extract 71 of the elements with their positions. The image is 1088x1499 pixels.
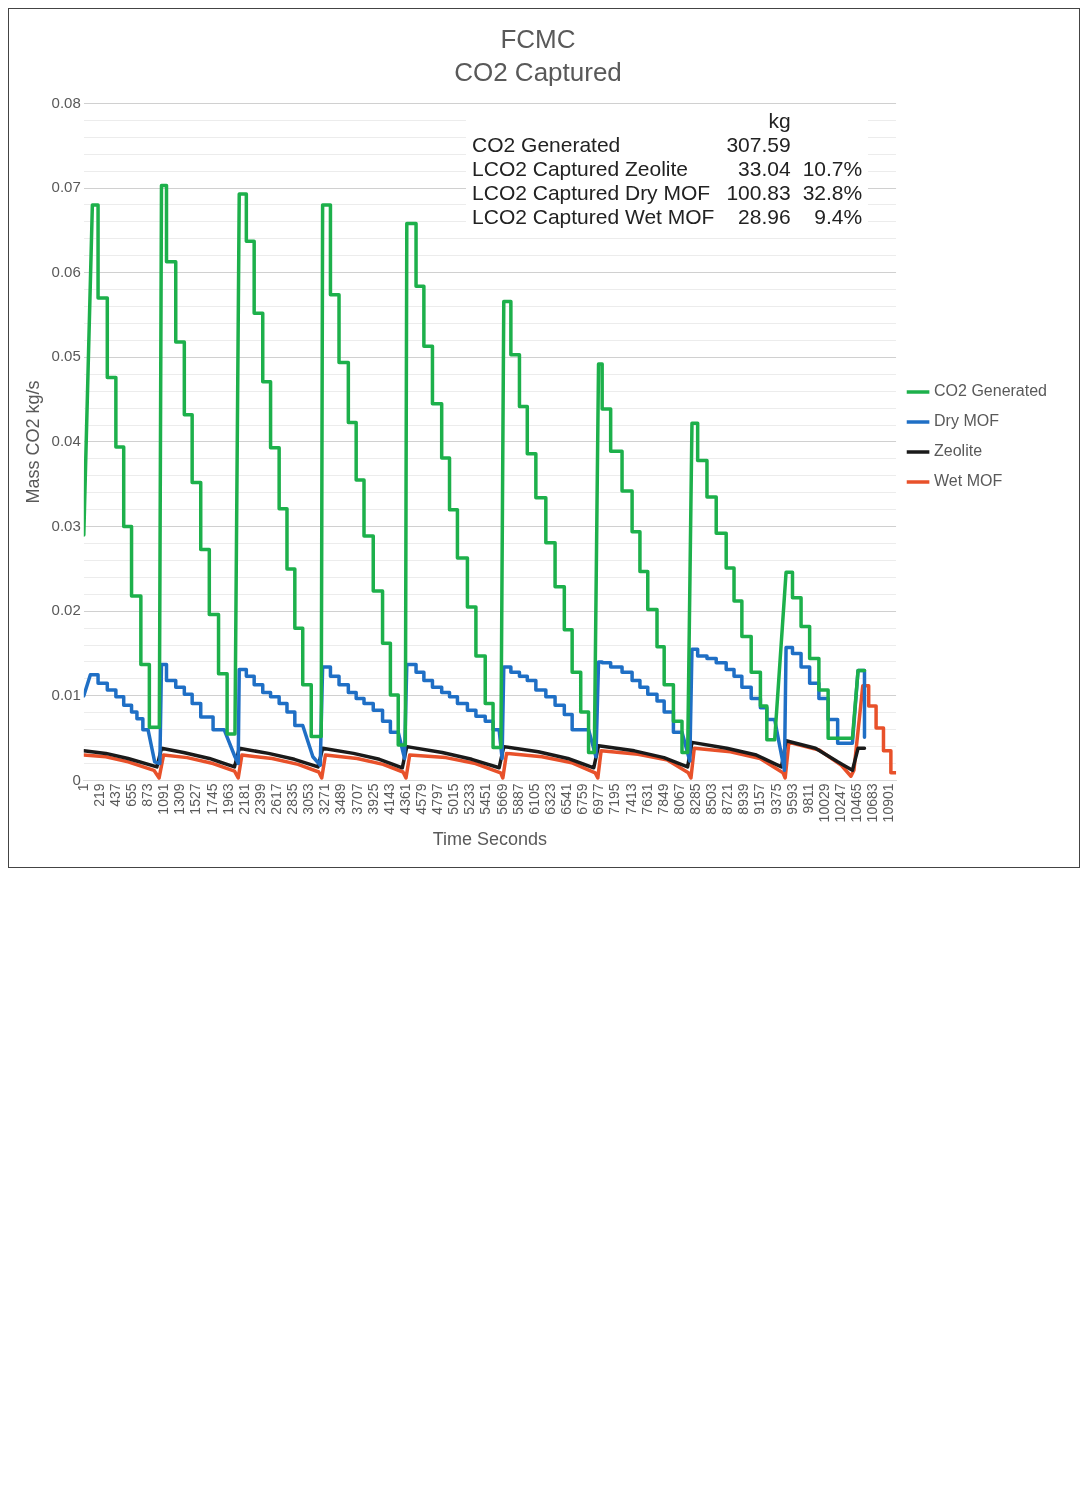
annotation: LCO2 Captured Wet MOF 28.96 9.4% xyxy=(471,205,864,230)
x-tick-label: 437 xyxy=(106,783,123,807)
x-tick-label: 1527 xyxy=(187,783,204,815)
chart-title: FCMC xyxy=(500,23,576,54)
x-tick-label: 6323 xyxy=(541,783,558,815)
x-tick-label: 2835 xyxy=(284,783,301,815)
annotation: kg xyxy=(767,109,792,134)
x-tick-label: 5233 xyxy=(461,783,478,815)
x-tick-label: 6759 xyxy=(574,783,591,815)
chart-subtitle: CO2 Captured xyxy=(454,56,622,87)
legend-label: Zeolite xyxy=(934,442,983,460)
x-tick-label: 1309 xyxy=(171,783,188,815)
legend-label: Wet MOF xyxy=(934,472,1003,490)
x-tick-label: 4361 xyxy=(396,783,413,815)
x-tick-label: 6105 xyxy=(525,783,542,815)
legend-label: CO2 Generated xyxy=(934,382,1047,400)
x-tick-label: 6977 xyxy=(590,783,607,815)
x-tick-label: 7631 xyxy=(638,783,655,815)
x-tick-label: 8721 xyxy=(719,783,736,815)
y-axis-title: Mass CO2 kg/s xyxy=(22,380,43,504)
x-tick-label: 6541 xyxy=(558,783,575,815)
x-tick-label: 3271 xyxy=(316,783,333,815)
x-tick-label: 10465 xyxy=(848,783,865,823)
y-tick-label: 0.06 xyxy=(51,262,81,280)
x-tick-label: 8285 xyxy=(686,783,703,815)
x-tick-label: 3707 xyxy=(348,783,365,815)
x-tick-label: 3489 xyxy=(332,783,349,815)
text: LCO2 Captured Zeolite 33.04 10.7% xyxy=(472,157,863,181)
x-tick-label: 4143 xyxy=(380,783,397,815)
annotation: LCO2 Captured Dry MOF 100.83 32.8% xyxy=(471,181,864,206)
x-tick-label: 5015 xyxy=(445,783,462,815)
x-tick-label: 10683 xyxy=(864,783,881,823)
x-tick-label: 9375 xyxy=(767,783,784,815)
text: CO2 Generated 307.59 xyxy=(472,133,791,157)
y-tick-label: 0.01 xyxy=(51,685,81,703)
x-tick-label: 10247 xyxy=(831,783,848,823)
x-tick-label: 4797 xyxy=(429,783,446,815)
x-tick-label: 1963 xyxy=(219,783,236,815)
x-tick-label: 7849 xyxy=(654,783,671,815)
x-tick-label: 219 xyxy=(90,783,107,807)
y-tick-label: 0.02 xyxy=(51,601,81,619)
x-tick-label: 2181 xyxy=(235,783,252,815)
y-tick-label: 0.08 xyxy=(51,93,81,111)
x-tick-label: 1745 xyxy=(203,783,220,815)
x-tick-label: 3925 xyxy=(364,783,381,815)
legend-label: Dry MOF xyxy=(934,412,1000,430)
x-tick-label: 8939 xyxy=(735,783,752,815)
x-tick-label: 10029 xyxy=(815,783,832,823)
x-tick-label: 3053 xyxy=(300,783,317,815)
x-tick-label: 9157 xyxy=(751,783,768,815)
x-tick-label: 5887 xyxy=(509,783,526,815)
x-tick-label: 9811 xyxy=(799,783,816,814)
x-tick-label: 655 xyxy=(122,783,139,807)
x-tick-label: 4579 xyxy=(413,783,430,815)
x-tick-label: 5451 xyxy=(477,783,494,815)
y-tick-label: 0.04 xyxy=(51,432,81,450)
x-axis-title: Time Seconds xyxy=(432,829,548,850)
y-tick-label: 0.05 xyxy=(51,347,81,365)
x-tick-label: 10901 xyxy=(880,783,897,823)
y-tick-label: 0.07 xyxy=(51,178,81,196)
y-tick-label: 0.03 xyxy=(51,516,81,534)
x-tick-label: 1091 xyxy=(155,783,172,815)
x-tick-label: 8067 xyxy=(670,783,687,815)
x-tick-label: 873 xyxy=(139,783,156,807)
x-tick-label: 5669 xyxy=(493,783,510,815)
x-tick-label: 7413 xyxy=(622,783,639,815)
x-tick-label: 7195 xyxy=(606,783,623,815)
x-tick-label: 8503 xyxy=(703,783,720,815)
x-tick-label: 9593 xyxy=(783,783,800,815)
x-tick-label: 2617 xyxy=(268,783,285,815)
x-tick-label: 2399 xyxy=(251,783,268,815)
